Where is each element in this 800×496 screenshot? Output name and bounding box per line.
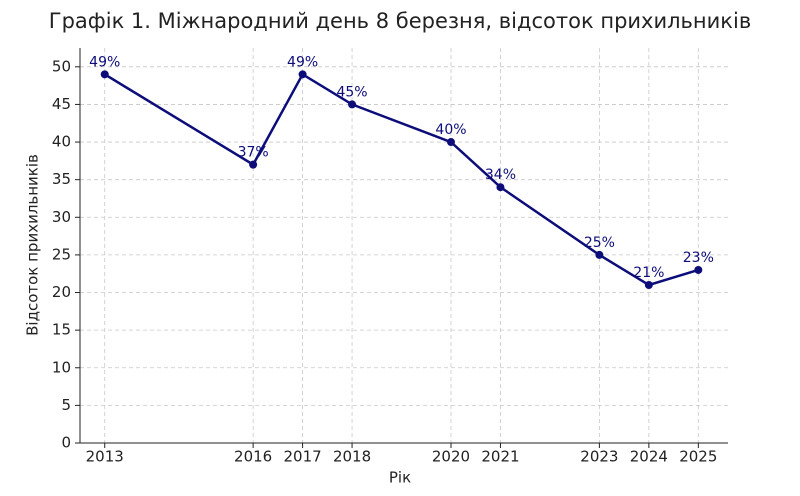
point xyxy=(348,100,357,109)
point xyxy=(595,250,604,259)
value-label: 34% xyxy=(485,167,516,183)
x-tick-label: 2024 xyxy=(630,448,668,466)
point xyxy=(100,70,109,79)
value-label: 49% xyxy=(287,54,318,70)
y-tick-label: 50 xyxy=(52,57,71,75)
y-tick-label: 15 xyxy=(52,321,71,339)
point xyxy=(249,160,258,169)
value-label: 40% xyxy=(435,122,466,138)
x-tick-label: 2017 xyxy=(284,448,322,466)
point xyxy=(496,183,505,192)
value-label: 45% xyxy=(336,84,367,100)
value-label: 49% xyxy=(89,54,120,70)
point xyxy=(694,265,703,274)
point xyxy=(298,70,307,79)
point xyxy=(446,138,455,147)
x-tick-label: 2020 xyxy=(432,448,470,466)
y-tick-label: 40 xyxy=(52,133,71,151)
point xyxy=(644,281,653,289)
y-tick-label: 35 xyxy=(52,170,71,188)
y-tick-label: 25 xyxy=(52,245,71,263)
x-tick-label: 2018 xyxy=(333,448,371,466)
value-label: 37% xyxy=(238,145,269,161)
y-tick-label: 0 xyxy=(61,434,71,452)
x-tick-label: 2025 xyxy=(679,448,717,466)
x-tick-label: 2013 xyxy=(86,448,124,466)
x-axis-label: Рік xyxy=(389,469,411,487)
x-tick-label: 2016 xyxy=(234,448,272,466)
x-tick-label: 2021 xyxy=(481,448,519,466)
value-label: 21% xyxy=(633,265,664,281)
value-label: 23% xyxy=(683,250,714,266)
value-label: 25% xyxy=(584,235,615,251)
y-tick-label: 20 xyxy=(52,283,71,301)
y-tick-label: 45 xyxy=(52,95,71,113)
y-tick-label: 10 xyxy=(52,358,71,376)
y-tick-label: 30 xyxy=(52,208,71,226)
y-axis-label: Відсоток прихильників xyxy=(24,154,42,336)
x-tick-label: 2023 xyxy=(580,448,618,466)
chart-title: Графік 1. Міжнародний день 8 березня, ві… xyxy=(49,9,751,33)
y-tick-label: 5 xyxy=(61,396,71,414)
